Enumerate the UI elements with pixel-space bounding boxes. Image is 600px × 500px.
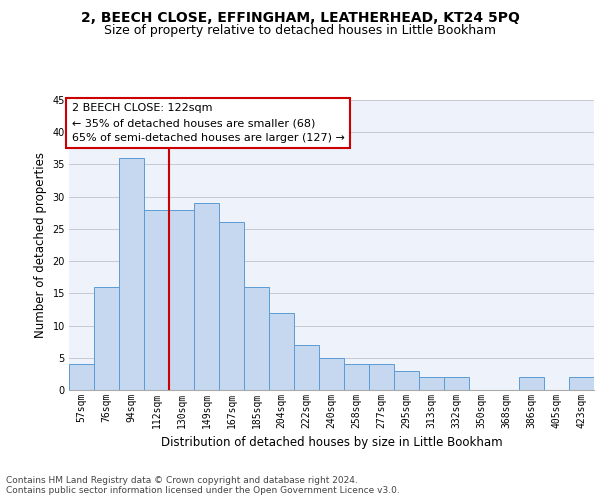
Text: Contains HM Land Registry data © Crown copyright and database right 2024.: Contains HM Land Registry data © Crown c… xyxy=(6,476,358,485)
Y-axis label: Number of detached properties: Number of detached properties xyxy=(34,152,47,338)
Bar xyxy=(194,203,219,390)
Text: 2 BEECH CLOSE: 122sqm
← 35% of detached houses are smaller (68)
65% of semi-deta: 2 BEECH CLOSE: 122sqm ← 35% of detached … xyxy=(71,103,344,143)
Bar xyxy=(519,377,544,390)
Text: Contains public sector information licensed under the Open Government Licence v3: Contains public sector information licen… xyxy=(6,486,400,495)
Bar xyxy=(419,377,444,390)
Bar xyxy=(69,364,94,390)
Bar xyxy=(369,364,394,390)
Text: Size of property relative to detached houses in Little Bookham: Size of property relative to detached ho… xyxy=(104,24,496,37)
Bar xyxy=(169,210,194,390)
Bar xyxy=(269,312,294,390)
Bar xyxy=(344,364,369,390)
Bar xyxy=(319,358,344,390)
Bar xyxy=(294,345,319,390)
Bar xyxy=(394,370,419,390)
Bar xyxy=(94,287,119,390)
Bar xyxy=(569,377,594,390)
Bar xyxy=(444,377,469,390)
Bar xyxy=(219,222,244,390)
X-axis label: Distribution of detached houses by size in Little Bookham: Distribution of detached houses by size … xyxy=(161,436,502,450)
Bar xyxy=(144,210,169,390)
Bar xyxy=(119,158,144,390)
Bar xyxy=(244,287,269,390)
Text: 2, BEECH CLOSE, EFFINGHAM, LEATHERHEAD, KT24 5PQ: 2, BEECH CLOSE, EFFINGHAM, LEATHERHEAD, … xyxy=(80,11,520,25)
